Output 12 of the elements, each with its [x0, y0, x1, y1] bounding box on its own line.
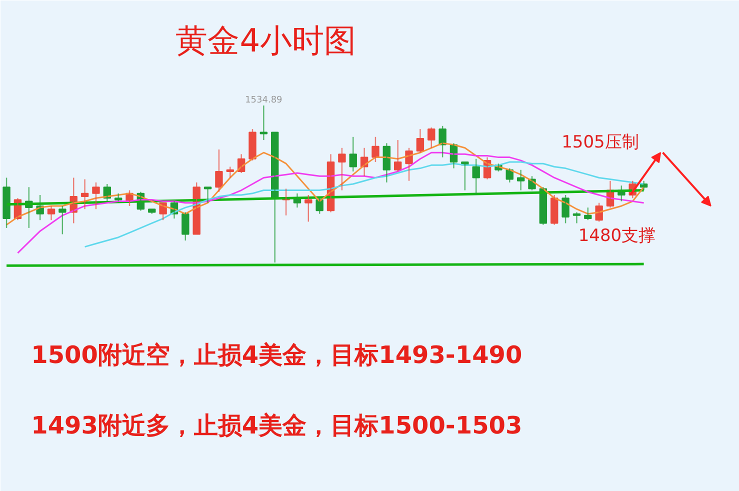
candlestick — [260, 104, 268, 141]
annotation: 1534.89 — [245, 96, 283, 106]
candlestick — [338, 147, 346, 191]
candlestick — [472, 158, 480, 196]
text: 1493附近多，止损4美金，目标1500-1503 — [31, 412, 522, 440]
candlestick — [92, 182, 100, 210]
candlestick — [304, 194, 312, 222]
chart-title: 黄金4小时图 — [176, 22, 356, 60]
annotation: 1480支撑 — [578, 226, 656, 246]
text: 1500附近空，止损4美金，目标1493-1490 — [31, 341, 522, 370]
annotation: 1505压制 — [562, 132, 639, 153]
candlestick — [58, 205, 66, 235]
